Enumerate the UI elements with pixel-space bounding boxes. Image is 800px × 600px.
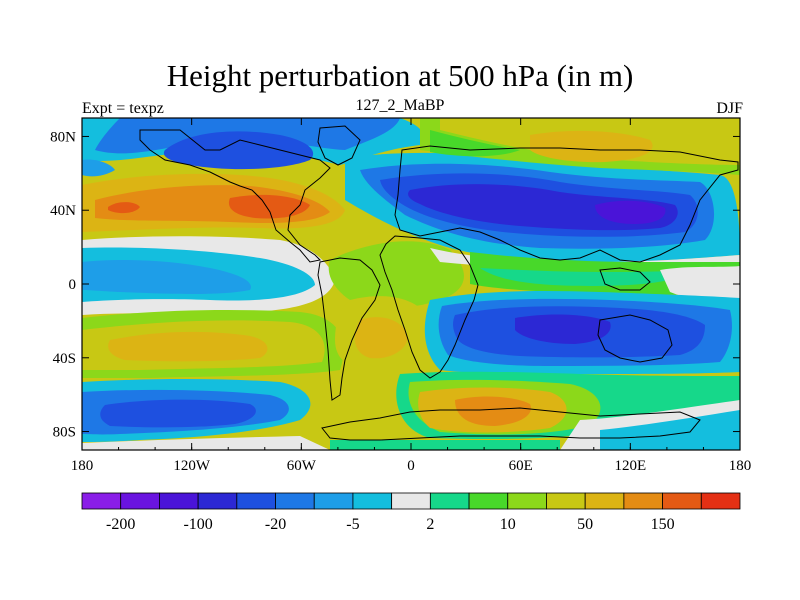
- coastlines: [139, 125, 739, 441]
- chart-title: Height perturbation at 500 hPa (in m): [166, 58, 634, 93]
- colorbar-swatch: [120, 492, 160, 510]
- contour-region: [100, 399, 256, 428]
- contour-region: [330, 440, 560, 450]
- colorbar-label: 150: [651, 516, 675, 533]
- x-tick-label: 120W: [173, 458, 211, 474]
- y-tick-label: 40S: [53, 351, 76, 367]
- colorbar-swatch: [468, 492, 509, 510]
- coastline-eurasia: [394, 145, 739, 263]
- x-tick-label: 180: [729, 458, 752, 474]
- contour-region: [480, 268, 690, 286]
- colorbar-swatch: [584, 492, 625, 510]
- contour-region: [530, 130, 653, 163]
- axis-ticks: 180 120W 60W 0 60E 120E 180 80N 40N 0 40S 80S: [50, 118, 751, 474]
- coastline-greenland: [317, 125, 361, 166]
- colorbar-swatch: [700, 492, 741, 510]
- x-tick-label: 60W: [287, 458, 317, 474]
- contour-region: [660, 266, 740, 302]
- period-label: 127_2_MaBP: [355, 97, 445, 114]
- contour-region: [354, 317, 408, 359]
- colorbar-swatch: [546, 492, 586, 510]
- coastline-maritime-continent: [599, 267, 651, 291]
- coastline-australia: [597, 314, 673, 363]
- contour-region: [108, 331, 268, 362]
- colorbar-swatch: [313, 492, 354, 510]
- colorbar-label: -200: [106, 516, 135, 533]
- coastline-antarctica: [321, 407, 701, 441]
- contour-region: [82, 159, 115, 177]
- contour-region: [82, 118, 90, 130]
- colorbar-label: -20: [265, 516, 286, 533]
- contour-region: [163, 131, 314, 170]
- contour-region: [328, 241, 464, 308]
- contour-region: [228, 194, 310, 219]
- coastline-south-america: [317, 257, 381, 401]
- contour-region: [108, 202, 140, 214]
- colorbar-label: -100: [183, 516, 212, 533]
- colorbar-swatch: [352, 492, 393, 510]
- contour-fill-layer: [82, 118, 740, 450]
- colorbar-swatch: [391, 492, 431, 510]
- y-tick-label: 0: [69, 277, 77, 293]
- colorbar-swatch: [507, 492, 547, 510]
- colorbar-swatch: [662, 492, 702, 510]
- colorbar-swatch: [429, 492, 470, 510]
- coastline-africa: [379, 235, 479, 379]
- colorbar-label: 50: [577, 516, 593, 533]
- y-tick-label: 40N: [50, 203, 76, 219]
- colorbar-swatch: [159, 492, 199, 510]
- contour-region: [600, 410, 740, 450]
- colorbar: -200 -100 -20 -5 2 10 50 150: [81, 492, 741, 533]
- contour-region: [455, 396, 531, 426]
- y-tick-label: 80N: [50, 129, 76, 145]
- x-tick-label: 180: [71, 458, 94, 474]
- colorbar-swatch: [275, 492, 315, 510]
- y-tick-label: 80S: [53, 425, 76, 441]
- colorbar-swatch: [81, 492, 122, 510]
- contour-region: [595, 200, 666, 224]
- colorbar-label: 10: [500, 516, 516, 533]
- colorbar-label: 2: [426, 516, 434, 533]
- contour-region: [515, 314, 611, 344]
- x-tick-label: 120E: [614, 458, 646, 474]
- season-label: DJF: [716, 100, 743, 117]
- contour-region: [430, 130, 520, 157]
- colorbar-swatch: [197, 492, 238, 510]
- colorbar-label: -5: [346, 516, 359, 533]
- colorbar-swatch: [236, 492, 276, 510]
- contour-region: [82, 260, 251, 294]
- experiment-label: Expt = texpz: [82, 100, 164, 117]
- x-tick-label: 0: [407, 458, 415, 474]
- contour-region: [82, 436, 330, 450]
- colorbar-swatch: [623, 492, 663, 510]
- x-tick-label: 60E: [509, 458, 533, 474]
- coastline-north-america: [139, 129, 331, 263]
